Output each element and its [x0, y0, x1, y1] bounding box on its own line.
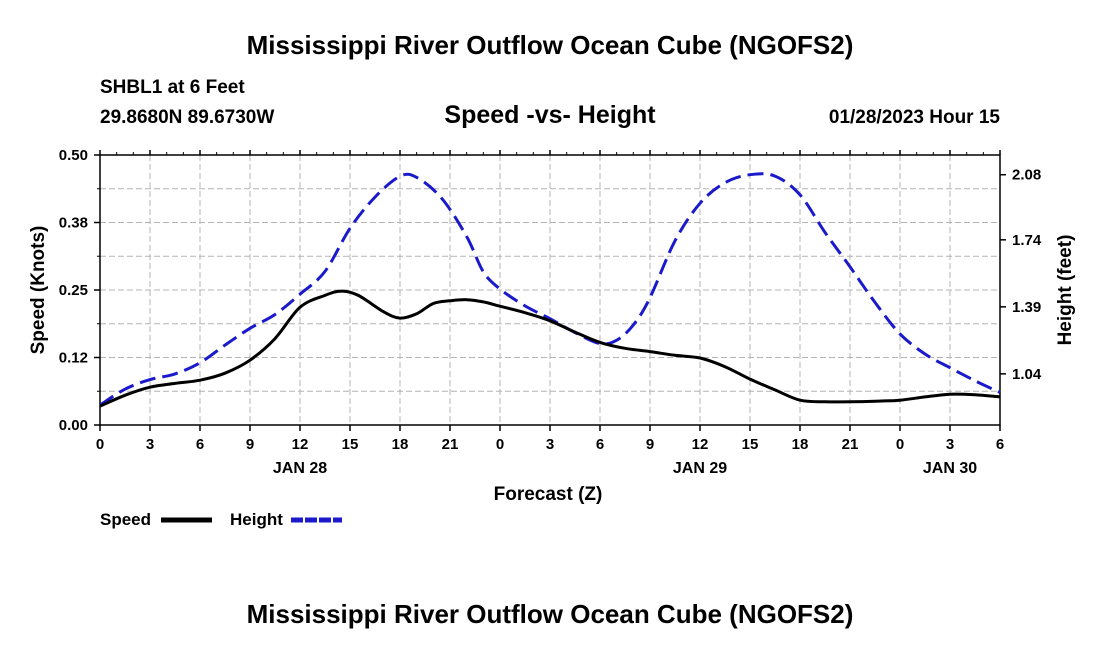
legend-speed-label: Speed — [100, 510, 151, 529]
x-axis-label: Forecast (Z) — [494, 484, 603, 505]
x-tick-label: 9 — [246, 436, 254, 453]
series-line-speed — [99, 289, 1001, 408]
x-tick-label: 9 — [646, 436, 654, 453]
x-tick-label: 3 — [946, 436, 954, 453]
y-tick-label: 0.38 — [59, 215, 88, 232]
series-layer — [99, 172, 1001, 408]
grid-lines — [100, 155, 1000, 425]
x-tick-label: 0 — [896, 436, 904, 453]
date-label: JAN 29 — [673, 460, 727, 477]
series-line-height — [99, 172, 1001, 407]
x-tick-label: 12 — [292, 436, 309, 453]
x-tick-label: 6 — [196, 436, 204, 453]
y-tick-label: 0.25 — [59, 282, 88, 299]
y-tick-label: 0.00 — [59, 417, 88, 434]
date-label: JAN 28 — [273, 460, 327, 477]
x-tick-label: 18 — [392, 436, 409, 453]
y2-tick-label: 1.39 — [1012, 299, 1041, 316]
legend-height-label: Height — [230, 510, 283, 529]
x-tick-label: 6 — [996, 436, 1004, 453]
x-tick-label: 18 — [792, 436, 809, 453]
y2-tick-label: 2.08 — [1012, 167, 1041, 184]
chart-subtitle: Speed -vs- Height — [444, 101, 656, 129]
y-tick-label: 0.12 — [59, 350, 88, 367]
x-tick-label: 15 — [742, 436, 759, 453]
y2-tick-label: 1.74 — [1012, 232, 1042, 249]
footer-title: Mississippi River Outflow Ocean Cube (NG… — [246, 599, 854, 629]
x-tick-label: 21 — [842, 436, 859, 453]
forecast-datetime: 01/28/2023 Hour 15 — [828, 107, 1000, 128]
x-tick-label: 0 — [96, 436, 104, 453]
x-tick-label: 3 — [546, 436, 554, 453]
y2-tick-label: 1.04 — [1012, 366, 1042, 383]
coordinates-label: 29.8680N 89.6730W — [100, 107, 275, 128]
station-label: SHBL1 at 6 Feet — [100, 77, 245, 98]
chart-title: Mississippi River Outflow Ocean Cube (NG… — [246, 30, 854, 60]
x-tick-label: 3 — [146, 436, 154, 453]
x-tick-label: 21 — [442, 436, 459, 453]
x-tick-label: 0 — [496, 436, 504, 453]
y2-axis-label: Height (feet) — [1055, 235, 1076, 346]
date-label: JAN 30 — [923, 460, 977, 477]
x-tick-label: 12 — [692, 436, 709, 453]
y-tick-label: 0.50 — [59, 147, 88, 164]
x-tick-label: 6 — [596, 436, 604, 453]
axes: 0 3 6 9 12 15 18 21 0 3 6 9 12 15 18 21 0 3 6 JAN 28 JAN 29 J… — [59, 147, 1042, 477]
y-axis-label: Speed (Knots) — [28, 226, 49, 355]
x-tick-label: 15 — [342, 436, 359, 453]
legend: Speed Height — [100, 510, 342, 529]
